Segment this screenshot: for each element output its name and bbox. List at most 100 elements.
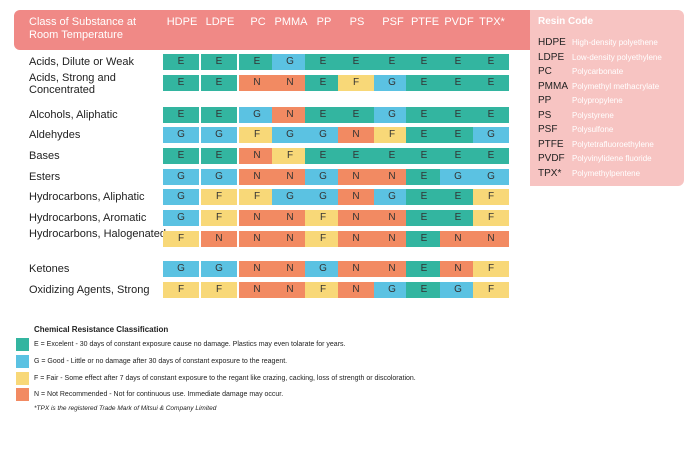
rating-cell: E [201,75,237,91]
rating-cell: N [374,231,410,247]
rating-cell: G [163,210,199,226]
resin-description: Polycarbonate [572,67,624,76]
legend-swatch [16,355,29,368]
rating-cell: G [201,127,237,143]
header-title-line1: Class of Substance at [29,16,137,28]
row-label: Hydrocarbons, Aliphatic [29,191,145,203]
rating-cell: G [163,127,199,143]
rating-cell: G [473,169,509,185]
rating-cell: N [239,75,275,91]
rating-cell: E [201,148,237,164]
rating-cell: N [272,75,308,91]
resin-code-item: PTFE Polytetrafluoroethylene [538,139,654,153]
rating-cell: F [163,282,199,298]
rating-cell: E [305,75,341,91]
rating-cell: N [239,210,275,226]
resin-description: Polymethyl methacrylate [572,81,660,91]
rating-cell: E [239,54,275,70]
rating-cell: E [406,127,442,143]
rating-cell: F [201,210,237,226]
row-label: Bases [29,150,60,162]
resin-code: PTFE [538,138,564,150]
rating-cell: E [163,148,199,164]
header-title-line2: Room Temperature [29,29,123,41]
rating-cell: G [305,127,341,143]
rating-cell: N [338,261,374,277]
resin-code-item: PS Polystyrene [538,110,614,124]
rating-cell: N [338,231,374,247]
resin-description: Polypropylene [572,96,623,105]
rating-cell: N [272,169,308,185]
rating-cell: E [440,54,476,70]
column-header: PP [316,16,332,28]
rating-cell: N [440,261,476,277]
resin-code: LDPE [538,51,565,63]
rating-cell: N [338,189,374,205]
rating-cell: E [163,75,199,91]
footnote: *TPX is the registered Trade Mark of Mit… [34,405,217,412]
rating-cell: G [272,127,308,143]
row-label: Esters [29,171,61,183]
column-header: TPX* [479,16,505,28]
rating-cell: E [406,210,442,226]
resin-code-item: HDPE High-density polyethene [538,37,658,51]
rating-cell: G [163,169,199,185]
rating-cell: E [406,75,442,91]
row-label: Ketones [29,263,70,275]
resin-code: PP [538,95,552,106]
header-title: Class of Substance at Room Temperature [29,16,169,42]
resin-description: Polytetrafluoroethylene [572,139,654,149]
rating-cell: N [338,127,374,143]
rating-cell: G [374,75,410,91]
rating-cell: E [305,148,341,164]
rating-cell: N [272,261,308,277]
legend-swatch [16,338,29,351]
rating-cell: E [374,54,410,70]
rating-cell: E [406,189,442,205]
resin-code: PVDF [538,153,565,164]
rating-cell: G [201,169,237,185]
rating-cell: E [163,107,199,123]
row-label: Hydrocarbons, Aromatic [29,212,147,224]
resin-description: Polyvinylidene fluoride [572,154,652,163]
legend-title: Chemical Resistance Classification [34,325,169,334]
rating-cell: N [239,148,275,164]
rating-cell: G [440,169,476,185]
rating-cell: E [406,54,442,70]
rating-cell: E [305,54,341,70]
rating-cell: F [473,210,509,226]
rating-cell: N [440,231,476,247]
resin-description: Low-density polyethylene [572,52,662,62]
rating-cell: E [440,75,476,91]
row-label: Oxidizing Agents, Strong [29,284,150,296]
rating-cell: E [473,148,509,164]
rating-cell: F [201,282,237,298]
rating-cell: N [272,210,308,226]
rating-cell: N [374,169,410,185]
rating-cell: E [338,107,374,123]
rating-cell: F [305,231,341,247]
resin-description: Polysulfone [572,125,614,134]
rating-cell: F [473,261,509,277]
rating-cell: N [239,261,275,277]
rating-cell: E [406,169,442,185]
rating-cell: E [440,148,476,164]
rating-cell: E [406,107,442,123]
resin-description: Polymethylpentene [572,168,641,178]
rating-cell: E [163,54,199,70]
rating-cell: G [305,261,341,277]
rating-cell: N [473,231,509,247]
rating-cell: N [239,231,275,247]
row-label: Acids, Dilute or Weak [29,56,134,68]
legend-text: G = Good - Little or no damage after 30 … [34,358,288,365]
legend-text: F = Fair - Some effect after 7 days of c… [34,375,416,382]
rating-cell: N [338,282,374,298]
resin-code-item: PSF Polysulfone [538,124,613,138]
resin-description: Polystyrene [572,110,614,120]
rating-cell: F [201,189,237,205]
rating-cell: E [473,75,509,91]
rating-cell: N [338,210,374,226]
rating-cell: N [239,282,275,298]
rating-cell: F [305,282,341,298]
rating-cell: G [272,189,308,205]
